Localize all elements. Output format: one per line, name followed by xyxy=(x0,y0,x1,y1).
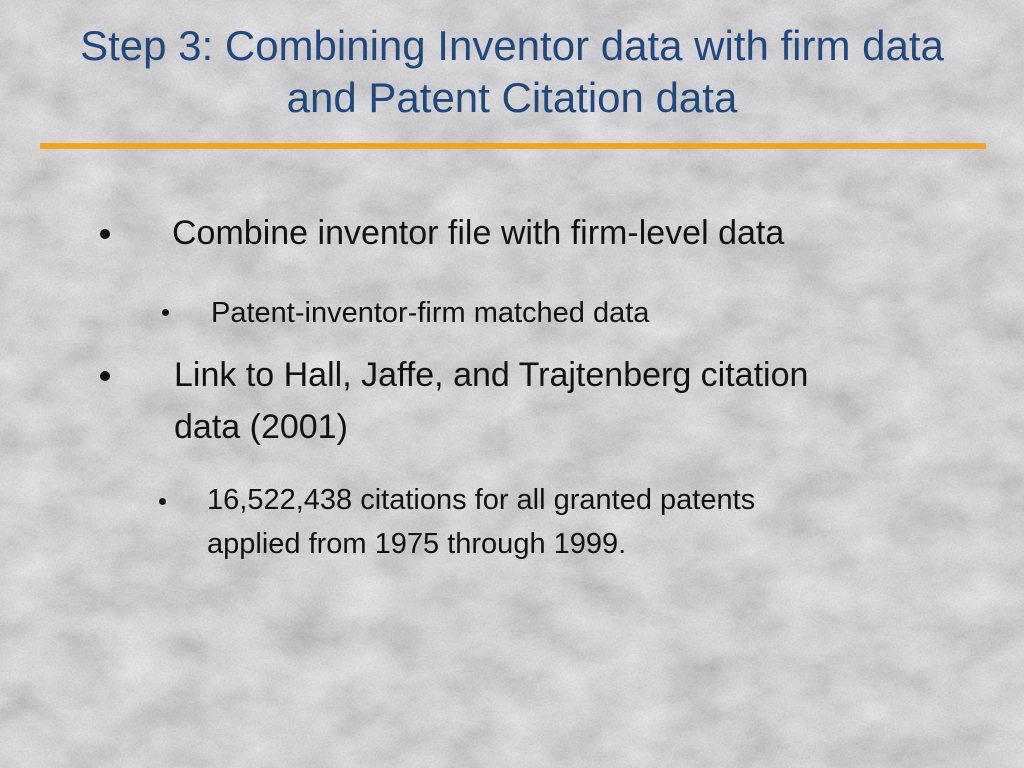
slide-title: Step 3: Combining Inventor data with fir… xyxy=(80,22,944,121)
bullet-dot-icon xyxy=(100,371,110,381)
bullet-dot-icon xyxy=(159,498,166,505)
bullet-dot-icon xyxy=(100,229,110,239)
title-underline-rule xyxy=(40,143,986,149)
bullet-item-level2: Patent-inventor-firm matched data xyxy=(211,297,650,329)
bullet-item-level1: Link to Hall, Jaffe, and Trajtenberg cit… xyxy=(174,356,809,446)
bullet-dot-icon xyxy=(162,309,169,316)
bullet-item-level1: Combine inventor file with firm-level da… xyxy=(172,214,785,252)
bullet-item-level2: 16,522,438 citations for all granted pat… xyxy=(207,484,756,560)
